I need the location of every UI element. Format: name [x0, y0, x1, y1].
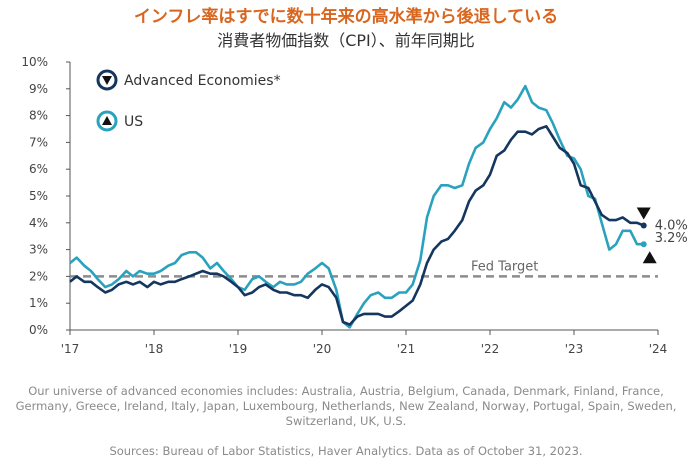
y-tick-label: 7% — [29, 135, 48, 149]
x-tick-label: '19 — [229, 342, 248, 356]
x-tick-label: '20 — [313, 342, 332, 356]
y-tick-label: 9% — [29, 82, 48, 96]
cpi-line-chart: 0%1%2%3%4%5%6%7%8%9%10% '17'18'19'20'21 '… — [21, 55, 688, 356]
end-dot-advanced — [640, 222, 647, 229]
series-line-us — [69, 84, 644, 329]
y-tick-label: 2% — [29, 269, 48, 283]
y-tick-label: 0% — [29, 323, 48, 337]
x-tick-label: '23 — [565, 342, 584, 356]
y-tick-label: 8% — [29, 109, 48, 123]
y-tick-label: 3% — [29, 243, 48, 257]
chart-title: インフレ率はすでに数十年来の高水準から後退している — [133, 7, 559, 27]
legend-label-us: US — [124, 114, 143, 130]
y-tick-label: 5% — [29, 189, 48, 203]
fed-target-label: Fed Target — [471, 259, 538, 274]
x-tick-label: '17 — [61, 342, 80, 356]
x-tick-label: '22 — [481, 342, 500, 356]
legend-item-advanced: Advanced Economies* — [96, 69, 281, 91]
x-tick-label: '18 — [145, 342, 164, 356]
end-label-advanced: 4.0% — [655, 218, 688, 233]
end-markers: 4.0%3.2% — [636, 207, 688, 264]
y-axis: 0% 1% 2% 3% 4% 5% 6% 7% 8% 9% 10% — [21, 55, 71, 337]
triangle-up-icon — [102, 116, 112, 125]
y-tick-label: 4% — [29, 216, 48, 230]
legend-label-advanced: Advanced Economies* — [124, 73, 281, 89]
chart-subtitle: 消費者物価指数（CPI）、前年同期比 — [217, 31, 475, 50]
triangle-up-icon — [642, 251, 657, 264]
x-axis: '17 '18 '19 '20 '21 '22 '23 '24 — [61, 329, 668, 356]
y-tick-label: 6% — [29, 162, 48, 176]
y-tick-label: 1% — [29, 296, 48, 310]
footnote: Our universe of advanced economies inclu… — [15, 384, 677, 428]
x-tick-label: '24 — [649, 342, 668, 356]
end-dot-us — [640, 241, 647, 248]
series-line-advanced-economies — [69, 125, 645, 326]
x-tick-label: '21 — [397, 342, 416, 356]
end-label-us: 3.2% — [655, 231, 688, 246]
sources-note: Sources: Bureau of Labor Statistics, Hav… — [109, 444, 583, 458]
triangle-down-icon — [102, 76, 112, 85]
legend: Advanced Economies* US — [96, 69, 281, 132]
triangle-down-icon — [636, 207, 651, 220]
legend-item-us: US — [96, 110, 143, 132]
y-tick-label: 10% — [21, 55, 48, 69]
